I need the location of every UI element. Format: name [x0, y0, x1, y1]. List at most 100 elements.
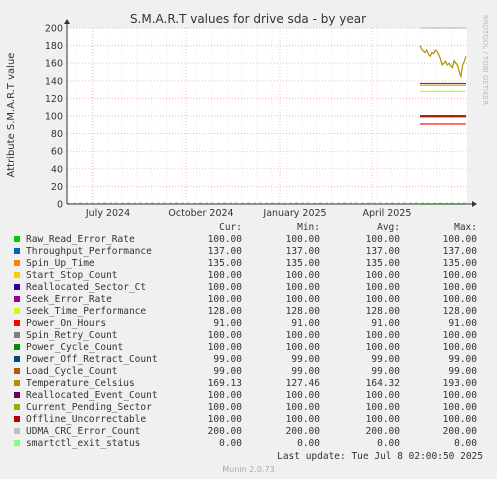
legend-max-value: 91.00: [448, 318, 477, 329]
legend-header: Cur: Min: Avg: Max:: [0, 222, 497, 234]
x-tick-label: October 2024: [168, 208, 233, 219]
legend-series-name: Offline_Uncorrectable: [26, 414, 147, 425]
x-tick-label: July 2024: [85, 208, 130, 219]
legend-swatch: [14, 236, 20, 242]
legend-row: Reallocated_Event_Count 100.00 100.00 100.0…: [0, 390, 497, 402]
chart-title: S.M.A.R.T values for drive sda - by year: [130, 12, 366, 26]
legend-avg-value: 99.00: [371, 366, 400, 377]
legend-series-name: Reallocated_Event_Count: [26, 390, 158, 401]
legend-min-value: 100.00: [285, 270, 320, 281]
smart-chart: 0 20 40 60 80 100 120 140 160 180 200 July 2024 Oct…: [0, 0, 497, 222]
legend-cur-value: 100.00: [207, 330, 242, 341]
y-tick-label: 100: [45, 112, 63, 123]
legend-swatch: [14, 440, 20, 446]
x-tick-label: April 2025: [363, 208, 412, 219]
legend-max-value: 100.00: [442, 402, 477, 413]
legend-min-value: 135.00: [285, 258, 320, 269]
legend-avg-value: 99.00: [371, 354, 400, 365]
legend-max-value: 100.00: [442, 234, 477, 245]
legend-avg-value: 100.00: [365, 282, 400, 293]
legend-max-value: 100.00: [442, 270, 477, 281]
legend-max-value: 99.00: [448, 366, 477, 377]
legend-swatch: [14, 368, 20, 374]
legend-row: smartctl_exit_status 0.00 0.00 0.00 0.00: [0, 438, 497, 450]
legend-cur-value: 0.00: [219, 438, 242, 449]
legend-avg-value: 100.00: [365, 390, 400, 401]
legend-swatch: [14, 272, 20, 278]
legend-min-value: 137.00: [285, 246, 320, 257]
legend-cur-value: 137.00: [207, 246, 242, 257]
legend-max-value: 193.00: [442, 378, 477, 389]
y-tick-label: 20: [51, 182, 63, 193]
legend-min-value: 99.00: [291, 354, 320, 365]
legend-max-value: 200.00: [442, 426, 477, 437]
legend-cur-value: 200.00: [207, 426, 242, 437]
legend-cur-value: 100.00: [207, 390, 242, 401]
legend-cur-value: 100.00: [207, 234, 242, 245]
legend-cur-value: 99.00: [213, 354, 242, 365]
legend-avg-value: 100.00: [365, 330, 400, 341]
legend-avg-value: 100.00: [365, 414, 400, 425]
y-tick-label: 40: [51, 164, 63, 175]
grid: [67, 27, 467, 204]
legend-min-value: 128.00: [285, 306, 320, 317]
legend-row: Throughput_Performance 137.00 137.00 137.00…: [0, 246, 497, 258]
y-tick-label: 160: [45, 59, 63, 70]
legend-min-value: 0.00: [297, 438, 320, 449]
legend-swatch: [14, 308, 20, 314]
legend-min-value: 100.00: [285, 294, 320, 305]
legend-series-name: Start_Stop_Count: [26, 270, 118, 281]
legend-row: Power_On_Hours 91.00 91.00 91.00 91.00: [0, 318, 497, 330]
legend-min-value: 100.00: [285, 414, 320, 425]
legend-cur-value: 100.00: [207, 414, 242, 425]
legend-avg-value: 135.00: [365, 258, 400, 269]
legend-series-name: Load_Cycle_Count: [26, 366, 118, 377]
legend-avg-value: 100.00: [365, 294, 400, 305]
legend-max-value: 0.00: [454, 438, 477, 449]
legend-max-value: 100.00: [442, 282, 477, 293]
legend-row: Reallocated_Sector_Ct 100.00 100.00 100.00 1…: [0, 282, 497, 294]
header-min: Min:: [297, 222, 320, 233]
legend-cur-value: 100.00: [207, 282, 242, 293]
legend-avg-value: 100.00: [365, 342, 400, 353]
y-tick-label: 180: [45, 41, 63, 52]
munin-version: Munin 2.0.73: [222, 465, 275, 474]
legend-row: Spin_Retry_Count 100.00 100.00 100.00 100.00: [0, 330, 497, 342]
legend-avg-value: 200.00: [365, 426, 400, 437]
legend-min-value: 200.00: [285, 426, 320, 437]
legend-max-value: 99.00: [448, 354, 477, 365]
legend-avg-value: 100.00: [365, 234, 400, 245]
legend-swatch: [14, 428, 20, 434]
legend-max-value: 100.00: [442, 330, 477, 341]
legend-swatch: [14, 284, 20, 290]
legend-swatch: [14, 332, 20, 338]
legend-avg-value: 128.00: [365, 306, 400, 317]
legend-series-name: Power_On_Hours: [26, 318, 107, 329]
legend-series-name: Raw_Read_Error_Rate: [26, 234, 135, 245]
legend-series-name: Power_Cycle_Count: [26, 342, 124, 353]
legend-series-name: UDMA_CRC_Error_Count: [26, 426, 141, 437]
legend-series-name: Spin_Retry_Count: [26, 330, 118, 341]
legend-row: Start_Stop_Count 100.00 100.00 100.00 100.00: [0, 270, 497, 282]
legend-avg-value: 137.00: [365, 246, 400, 257]
legend-cur-value: 91.00: [213, 318, 242, 329]
legend-swatch: [14, 344, 20, 350]
watermark: RRDTOOL / TOBI OETIKER: [481, 15, 489, 105]
legend-avg-value: 100.00: [365, 270, 400, 281]
legend-series-name: Reallocated_Sector_Ct: [26, 282, 147, 293]
legend-row: Offline_Uncorrectable 100.00 100.00 100.00 1…: [0, 414, 497, 426]
header-avg: Avg:: [377, 222, 400, 233]
legend-cur-value: 100.00: [207, 294, 242, 305]
legend-series-name: Seek_Error_Rate: [26, 294, 112, 305]
series-line-Temperature_Celsius: [419, 45, 467, 79]
legend-cur-value: 100.00: [207, 270, 242, 281]
legend-swatch: [14, 380, 20, 386]
legend-swatch: [14, 260, 20, 266]
legend-swatch: [14, 248, 20, 254]
y-tick-label: 80: [51, 129, 63, 140]
legend-max-value: 135.00: [442, 258, 477, 269]
legend-row: Seek_Error_Rate 100.00 100.00 100.00 100.00: [0, 294, 497, 306]
header-cur: Cur:: [219, 222, 242, 233]
y-tick-label: 120: [45, 94, 63, 105]
legend-avg-value: 91.00: [371, 318, 400, 329]
